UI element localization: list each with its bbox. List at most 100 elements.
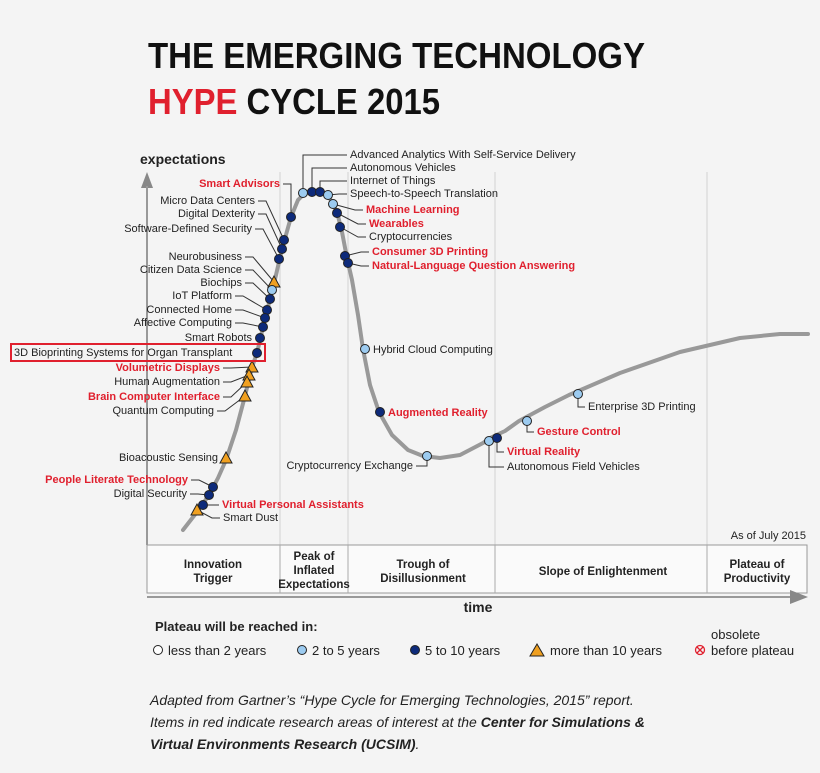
leader-line [235,295,268,311]
technology-label: Autonomous Vehicles [350,162,456,174]
technology-label: Brain Computer Interface [88,391,220,403]
technology-label: Neurobusiness [169,251,243,263]
phase-label: Inflated [294,565,335,577]
technology-label: Gesture Control [537,426,621,438]
legend-entry: before plateau [711,643,794,658]
caption-line-1: Adapted from Gartner’s “Hype Cycle for E… [149,692,634,708]
light-blue-circle-icon [297,645,307,655]
dark-blue-marker-icon [198,500,208,510]
dark-blue-marker-icon [343,258,353,268]
technology-label: Volumetric Displays [116,362,220,374]
dark-blue-marker-icon [375,407,385,417]
triangle-marker-icon [238,388,252,402]
technology-label: Advanced Analytics With Self-Service Del… [350,149,576,161]
dark-blue-marker-icon [335,222,345,232]
legend-title: Plateau will be reached in: [155,619,318,634]
dark-blue-marker-icon [277,244,287,254]
phase-label: Expectations [278,579,350,591]
dark-blue-marker-icon [332,208,342,218]
dark-blue-marker-icon [252,348,262,358]
light-blue-marker-icon [267,285,277,295]
leader-line [245,269,273,291]
phase-label: Plateau of [730,559,785,571]
phase-band [146,544,808,594]
legend-entry: less than 2 years [168,643,267,658]
technology-label: Micro Data Centers [160,195,255,207]
leader-line [217,395,246,412]
phase-label: Disillusionment [380,573,466,585]
phase-label: Peak of [294,551,335,563]
title-line-1: THE EMERGING TECHNOLOGY [148,35,645,76]
dark-blue-marker-icon [265,294,275,304]
technology-label: Natural-Language Question Answering [372,260,575,272]
light-blue-marker-icon [522,416,532,426]
dark-blue-marker-icon [260,313,270,323]
technology-label: Internet of Things [350,175,436,187]
light-blue-marker-icon [422,451,432,461]
technology-label: Affective Computing [134,317,232,329]
title-rest: CYCLE 2015 [247,81,440,122]
technology-label: Augmented Reality [388,407,489,419]
technology-label: Smart Advisors [199,178,280,190]
legend: Plateau will be reached in: less than 2 … [153,619,794,658]
technology-label: Speech-to-Speech Translation [350,188,498,200]
dark-blue-circle-icon [410,645,420,655]
leader-line [302,154,347,193]
technology-label: Cryptocurrencies [369,231,453,243]
technology-label: Hybrid Cloud Computing [373,344,493,356]
triangle-marker-icon [190,502,204,516]
highlight-box [10,343,266,362]
y-axis-arrow [141,172,153,188]
phase-label: Productivity [724,573,791,585]
light-blue-marker-icon [360,344,370,354]
dark-blue-marker-icon [274,254,284,264]
leader-line [235,309,266,319]
leader-line [339,226,366,238]
phase-label: Slope of Enlightenment [539,566,668,578]
light-blue-marker-icon [298,188,308,198]
leader-line [245,282,271,300]
leader-line [255,228,280,260]
technology-label: Quantum Computing [113,405,215,417]
technology-label: Bioacoustic Sensing [119,452,218,464]
legend-entry: more than 10 years [550,643,663,658]
dark-blue-marker-icon [204,490,214,500]
technology-label: 3D Bioprinting Systems for Organ Transpl… [14,347,232,359]
legend-entry: 5 to 10 years [425,643,501,658]
leader-line [258,213,283,250]
technology-label: Cryptocurrency Exchange [286,460,413,472]
x-axis-label: time [464,599,493,615]
technology-label: Human Augmentation [114,376,220,388]
leader-line [488,441,504,468]
leader-line [235,322,264,328]
title-line-2: HYPE CYCLE 2015 [148,81,440,122]
triangle-marker-icon [219,450,233,464]
light-blue-marker-icon [328,199,338,209]
phase-label: Trough of [396,559,449,571]
dark-blue-marker-icon [258,322,268,332]
technology-label: Virtual Personal Assistants [222,499,364,511]
technology-label: Consumer 3D Printing [372,246,488,258]
y-axis-label: expectations [140,151,226,167]
technology-label: Digital Security [114,488,188,500]
leader-line [223,374,250,383]
dark-blue-marker-icon [492,433,502,443]
technology-label: People Literate Technology [45,474,189,486]
technology-label: Software-Defined Security [124,223,252,235]
leader-line [223,366,253,369]
leader-line [283,183,292,217]
leader-line [258,200,285,241]
technology-label: Smart Dust [223,512,278,524]
technology-label: Virtual Reality [507,446,581,458]
caption-text: . [416,736,420,752]
caption-org: Virtual Environments Research (UCSIM) [150,736,416,752]
red-x-circle-icon [694,644,706,656]
leader-line [344,251,369,257]
leader-line [311,167,347,192]
dark-blue-marker-icon [208,482,218,492]
title-hype: HYPE [148,81,237,122]
legend-entry: obsolete [711,627,760,642]
caption-org: Center for Simulations & [481,714,645,730]
legend-entry: 2 to 5 years [312,643,380,658]
